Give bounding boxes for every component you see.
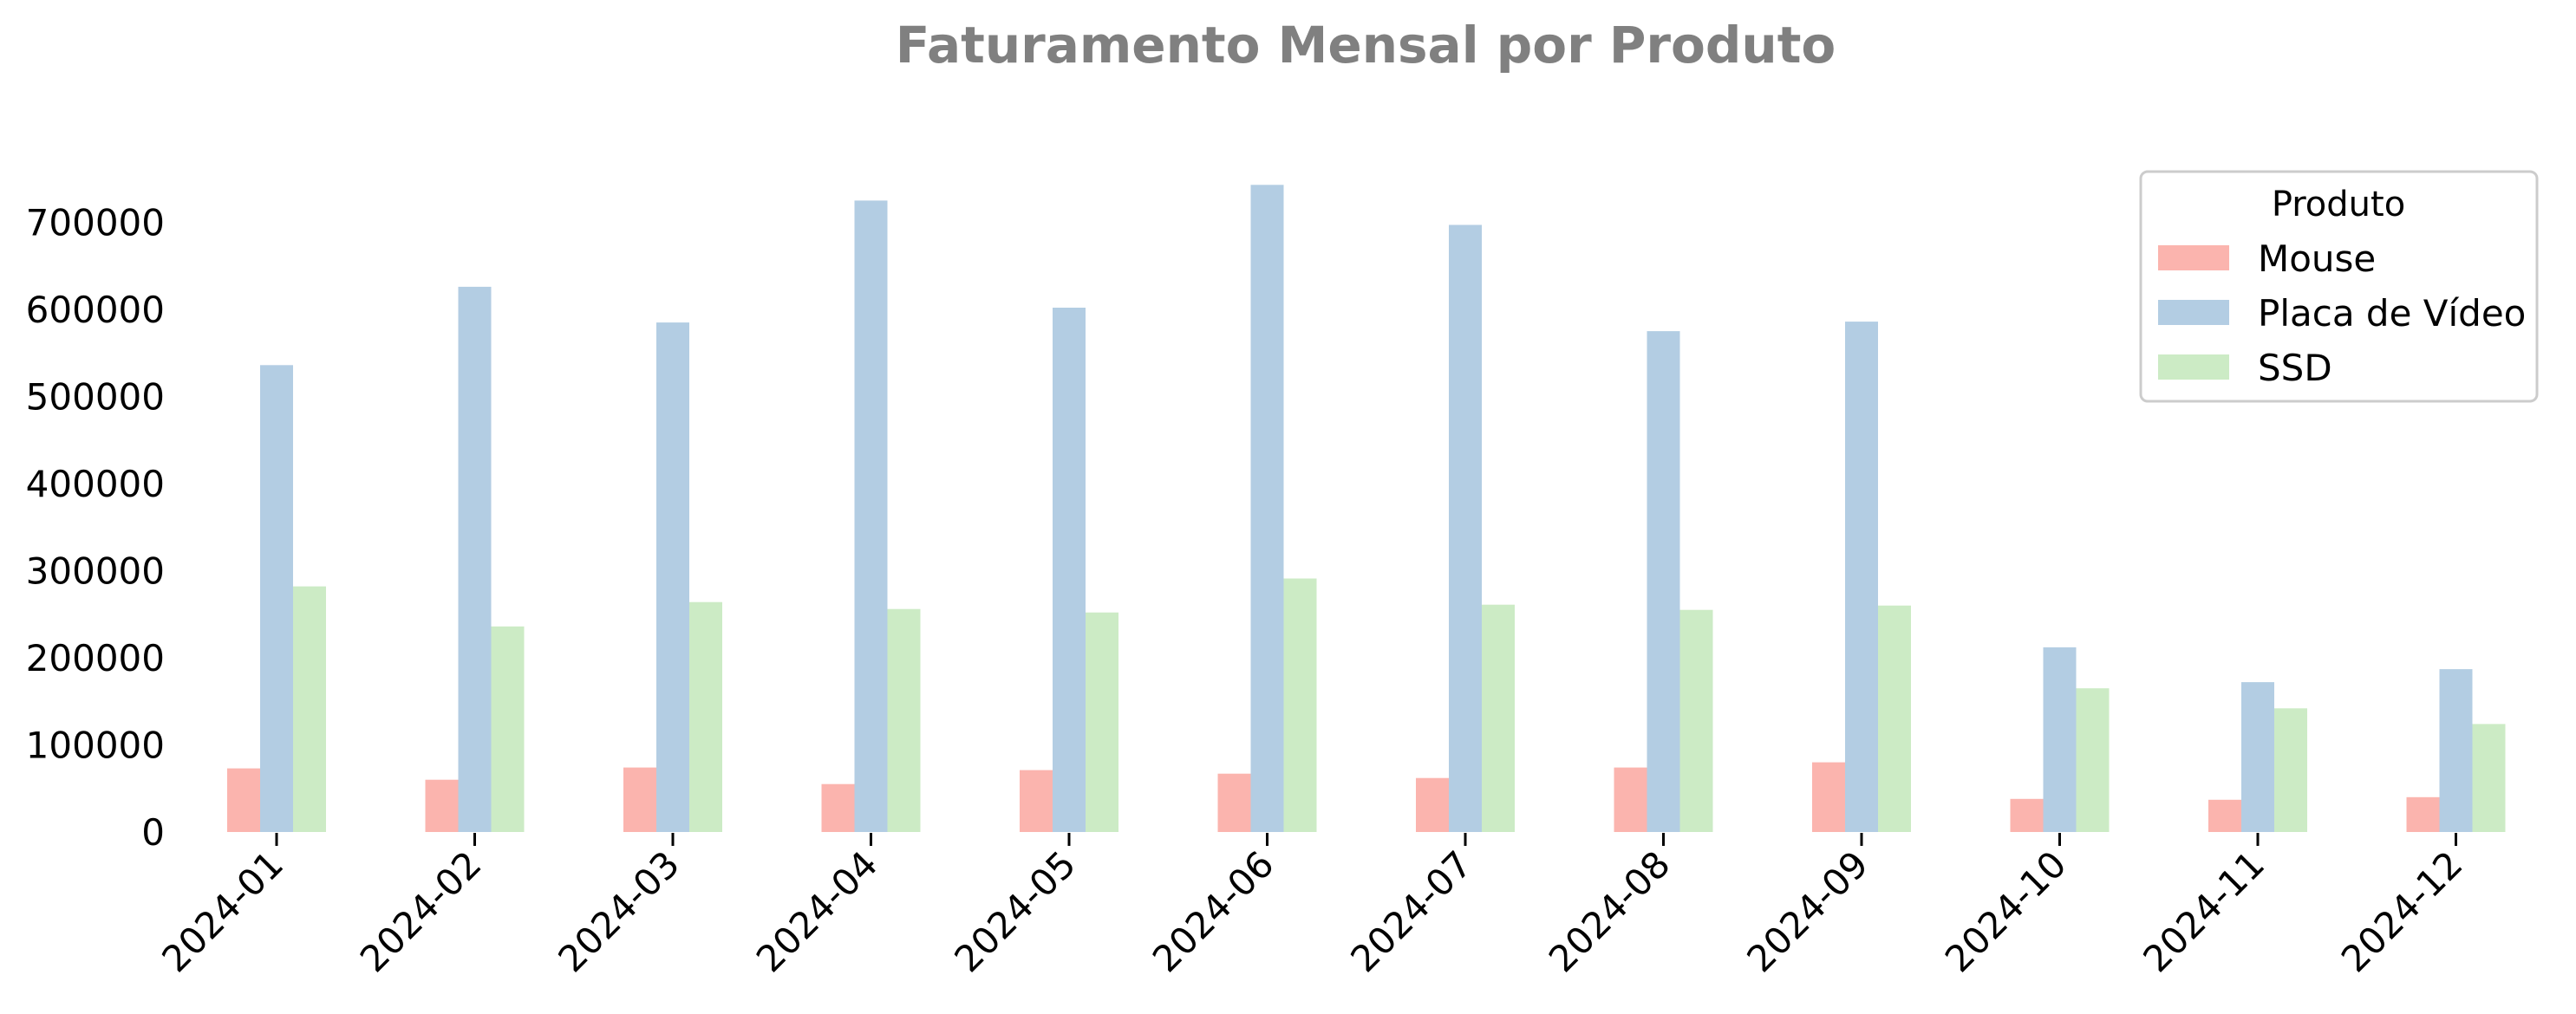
bar-ssd-2024-01 (293, 586, 326, 832)
bar-placa-de-v-deo-2024-04 (854, 200, 888, 832)
bar-mouse-2024-02 (425, 779, 459, 832)
bar-mouse-2024-06 (1217, 773, 1251, 832)
x-tick-label: 2024-09 (1738, 842, 1876, 980)
bar-ssd-2024-04 (887, 608, 921, 832)
y-axis: 0 100000 200000 300000 400000 500000 600000 700… (26, 202, 165, 855)
legend-swatch-ssd (2158, 354, 2229, 380)
x-tick-label: 2024-02 (352, 842, 490, 980)
bar-placa-de-v-deo-2024-05 (1053, 308, 1086, 832)
legend-label-mouse: Mouse (2258, 237, 2376, 280)
x-axis: 2024-01 2024-02 2024-03 2024-04 2024-05 2024-… (153, 833, 2471, 980)
x-tick-label: 2024-07 (1342, 842, 1480, 980)
x-tick-label: 2024-08 (1541, 842, 1679, 980)
bar-mouse-2024-10 (2010, 798, 2044, 832)
y-tick-label: 100000 (26, 725, 165, 767)
bars-group (227, 185, 2506, 833)
x-tick-label: 2024-01 (153, 842, 291, 980)
bar-placa-de-v-deo-2024-09 (1845, 322, 1878, 833)
legend-swatch-mouse (2158, 245, 2229, 270)
bar-mouse-2024-11 (2208, 799, 2241, 832)
legend: Produto Mouse Placa de Vídeo SSD (2139, 170, 2539, 403)
bar-ssd-2024-07 (1482, 604, 1515, 832)
chart-title: Faturamento Mensal por Produto (896, 16, 1836, 75)
x-tick-label: 2024-12 (2333, 842, 2471, 980)
x-tick-label: 2024-03 (550, 842, 688, 980)
legend-label-placa-de-v-deo: Placa de Vídeo (2258, 292, 2526, 335)
bar-ssd-2024-09 (1878, 605, 1911, 832)
x-tick-label: 2024-05 (946, 842, 1084, 980)
bar-placa-de-v-deo-2024-10 (2043, 647, 2077, 832)
legend-swatch-placa-de-v-deo (2158, 300, 2229, 325)
bar-placa-de-v-deo-2024-06 (1250, 185, 1284, 833)
y-tick-label: 600000 (26, 289, 165, 331)
y-tick-label: 500000 (26, 376, 165, 419)
bar-ssd-2024-03 (689, 601, 722, 832)
x-tick-label: 2024-10 (1937, 842, 2075, 980)
legend-label-ssd: SSD (2258, 347, 2332, 389)
bar-mouse-2024-08 (1614, 767, 1647, 832)
x-tick-label: 2024-06 (1145, 842, 1282, 980)
bar-mouse-2024-09 (1812, 762, 1845, 832)
bar-ssd-2024-08 (1679, 609, 1713, 832)
x-tick-label: 2024-11 (2135, 842, 2273, 980)
y-tick-label: 400000 (26, 463, 165, 505)
bar-mouse-2024-04 (821, 783, 855, 832)
x-tick-label: 2024-04 (748, 842, 886, 980)
bar-ssd-2024-02 (491, 626, 525, 832)
y-tick-label: 300000 (26, 550, 165, 593)
y-tick-label: 0 (141, 811, 165, 854)
bar-placa-de-v-deo-2024-08 (1647, 331, 1680, 833)
bar-ssd-2024-05 (1086, 612, 1118, 832)
bar-placa-de-v-deo-2024-11 (2241, 682, 2274, 832)
bar-mouse-2024-01 (227, 768, 260, 832)
bar-ssd-2024-06 (1283, 578, 1317, 832)
bar-mouse-2024-12 (2406, 796, 2440, 832)
bar-placa-de-v-deo-2024-01 (260, 365, 293, 832)
bar-placa-de-v-deo-2024-12 (2439, 669, 2473, 832)
y-tick-label: 200000 (26, 637, 165, 679)
bar-placa-de-v-deo-2024-02 (458, 286, 492, 832)
legend-frame (2139, 170, 2539, 403)
bar-ssd-2024-10 (2076, 688, 2110, 832)
bar-placa-de-v-deo-2024-03 (656, 322, 689, 833)
bar-mouse-2024-05 (1020, 770, 1053, 832)
bar-mouse-2024-03 (623, 767, 656, 832)
bar-placa-de-v-deo-2024-07 (1449, 224, 1482, 832)
bar-mouse-2024-07 (1416, 777, 1449, 832)
bar-ssd-2024-11 (2274, 708, 2307, 832)
bar-ssd-2024-12 (2472, 724, 2506, 832)
y-tick-label: 700000 (26, 202, 165, 244)
legend-title: Produto (2272, 185, 2405, 224)
